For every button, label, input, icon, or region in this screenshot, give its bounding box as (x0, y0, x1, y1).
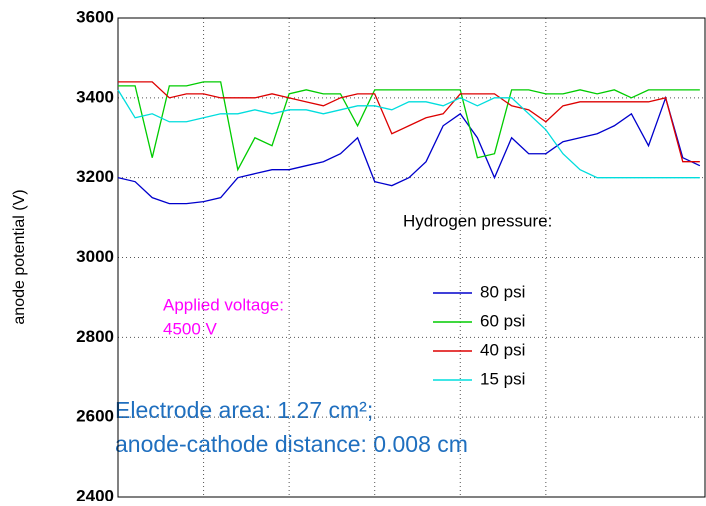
y-tick-label: 3600 (76, 7, 114, 26)
y-tick-label: 3000 (76, 247, 114, 266)
annotation: Electrode area: 1.27 cm²; (115, 397, 373, 423)
y-axis-label: anode potential (V) (11, 189, 28, 324)
plot-frame (117, 17, 706, 498)
y-tick-label: 3400 (76, 87, 114, 106)
legend-label: 15 psi (480, 369, 525, 388)
y-tick-label: 2600 (76, 407, 114, 426)
line-series (118, 81, 700, 163)
legend-label: 60 psi (480, 311, 525, 330)
y-tick-label: 2400 (76, 486, 114, 501)
line-series (117, 95, 701, 205)
legend-label: 40 psi (480, 340, 525, 359)
line-series (118, 81, 700, 172)
y-tick-label: 3200 (76, 167, 114, 186)
annotation: 4500 V (163, 319, 218, 338)
line-series (117, 89, 700, 179)
annotation: Applied voltage: (163, 295, 284, 314)
legend-label: 80 psi (480, 282, 525, 301)
legend-title: Hydrogen pressure: (403, 211, 552, 230)
y-tick-label: 2800 (76, 327, 114, 346)
annotation: anode-cathode distance: 0.008 cm (115, 431, 468, 457)
